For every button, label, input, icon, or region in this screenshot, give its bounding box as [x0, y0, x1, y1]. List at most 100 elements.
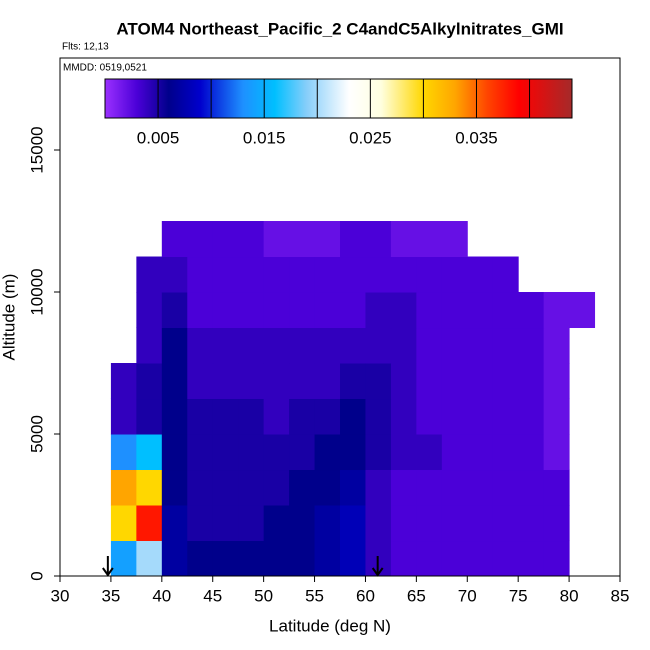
- heatmap-cell: [492, 540, 519, 577]
- heatmap-cell: [390, 540, 417, 577]
- heatmap-cell: [467, 434, 494, 471]
- heatmap-cell: [543, 327, 570, 364]
- heatmap-cell: [289, 221, 316, 258]
- x-tick-label: 45: [203, 586, 222, 605]
- colorbar-tick-label: 0.025: [349, 128, 392, 147]
- heatmap-cell: [263, 505, 290, 542]
- heatmap-cell: [492, 398, 519, 435]
- heatmap-cell: [314, 469, 341, 506]
- heatmap-cell: [441, 398, 468, 435]
- heatmap-cell: [289, 469, 316, 506]
- heatmap-cell: [212, 505, 239, 542]
- heatmap-cell: [289, 292, 316, 329]
- arrow-head: [102, 567, 114, 577]
- heatmap-cell: [340, 434, 366, 471]
- heatmap-cell: [518, 469, 545, 506]
- heatmap-cell: [365, 363, 392, 400]
- heatmap-cell: [390, 469, 417, 506]
- heatmap-cell: [314, 434, 341, 471]
- heatmap-cell: [238, 434, 265, 471]
- heatmap-cell: [161, 256, 188, 293]
- heatmap-cell: [543, 505, 570, 542]
- heatmap-cell: [340, 505, 366, 542]
- heatmap-cell: [110, 505, 137, 542]
- heatmap-cell: [263, 327, 290, 364]
- heatmap-cell: [314, 221, 341, 258]
- heatmap-cell: [314, 256, 341, 293]
- heatmap-cell: [441, 363, 468, 400]
- colorbar: [104, 78, 573, 119]
- heatmap-cell: [390, 292, 417, 329]
- heatmap-cell: [543, 469, 570, 506]
- x-tick-label: 85: [611, 586, 630, 605]
- heatmap-cell: [314, 505, 341, 542]
- heatmap-cell: [263, 434, 290, 471]
- heatmap-cell: [340, 398, 366, 435]
- heatmap-cell: [365, 292, 392, 329]
- heatmap-cell: [518, 363, 545, 400]
- heatmap-cell: [365, 221, 392, 258]
- subtitle: Flts: 12,13: [62, 42, 109, 53]
- heatmap-cell: [492, 363, 519, 400]
- heatmap-cell: [416, 505, 443, 542]
- heatmap-cell: [161, 363, 188, 400]
- heatmap-cell: [289, 398, 316, 435]
- heatmap-cell: [416, 398, 443, 435]
- heatmap-cell: [289, 256, 316, 293]
- heatmap-cell: [136, 327, 163, 364]
- heatmap-cell: [365, 256, 392, 293]
- arrow: [102, 556, 114, 577]
- heatmap-cell: [110, 398, 137, 435]
- heatmap-cell: [467, 363, 494, 400]
- heatmap-cell: [416, 292, 443, 329]
- heatmap-cell: [212, 434, 239, 471]
- heatmap-cell: [238, 505, 265, 542]
- heatmap-cell: [161, 327, 188, 364]
- y-tick-label: 0: [27, 571, 46, 580]
- heatmap-cell: [518, 398, 545, 435]
- heatmap-cell: [136, 469, 163, 506]
- heatmap-cell: [314, 292, 341, 329]
- x-tick-label: 35: [101, 586, 120, 605]
- colorbar-tick-label: 0.015: [243, 128, 286, 147]
- heatmap-cell: [238, 398, 265, 435]
- heatmap-cell: [416, 221, 443, 258]
- heatmap-cell: [187, 398, 214, 435]
- heatmap-cell: [238, 221, 265, 258]
- x-tick-label: 75: [509, 586, 528, 605]
- heatmap-cell: [212, 327, 239, 364]
- heatmap-cell: [441, 327, 468, 364]
- heatmap-cell: [390, 221, 417, 258]
- heatmap-cell: [238, 540, 265, 577]
- x-axis-label: Latitude (deg N): [269, 616, 391, 635]
- heatmap-cell: [416, 469, 443, 506]
- heatmap-cell: [136, 398, 163, 435]
- heatmap-cell: [238, 469, 265, 506]
- heatmap-cell: [467, 505, 494, 542]
- heatmap-cell: [543, 434, 570, 471]
- y-tick-label: 5000: [27, 415, 46, 453]
- heatmap-cell: [518, 540, 545, 577]
- heatmap-cell: [340, 540, 366, 577]
- heatmap-cell: [187, 363, 214, 400]
- heatmap-cell: [441, 221, 468, 258]
- heatmap-cell: [441, 292, 468, 329]
- heatmap-cell: [365, 434, 392, 471]
- heatmap-cell: [416, 434, 443, 471]
- x-tick-label: 50: [254, 586, 273, 605]
- heatmap-cell: [492, 469, 519, 506]
- heatmap-cell: [543, 540, 570, 577]
- colorbar-tick-label: 0.005: [137, 128, 180, 147]
- heatmap-cell: [569, 292, 596, 329]
- heatmap-cell: [390, 434, 417, 471]
- heatmap-cell: [212, 292, 239, 329]
- heatmap-cell: [187, 434, 214, 471]
- heatmap-cell: [161, 221, 188, 258]
- heatmap-cell: [543, 398, 570, 435]
- heatmap-cell: [187, 540, 214, 577]
- heatmap-cell: [365, 505, 392, 542]
- heatmap-cell: [161, 505, 188, 542]
- heatmap-cell: [441, 505, 468, 542]
- heatmap-cell: [340, 221, 366, 258]
